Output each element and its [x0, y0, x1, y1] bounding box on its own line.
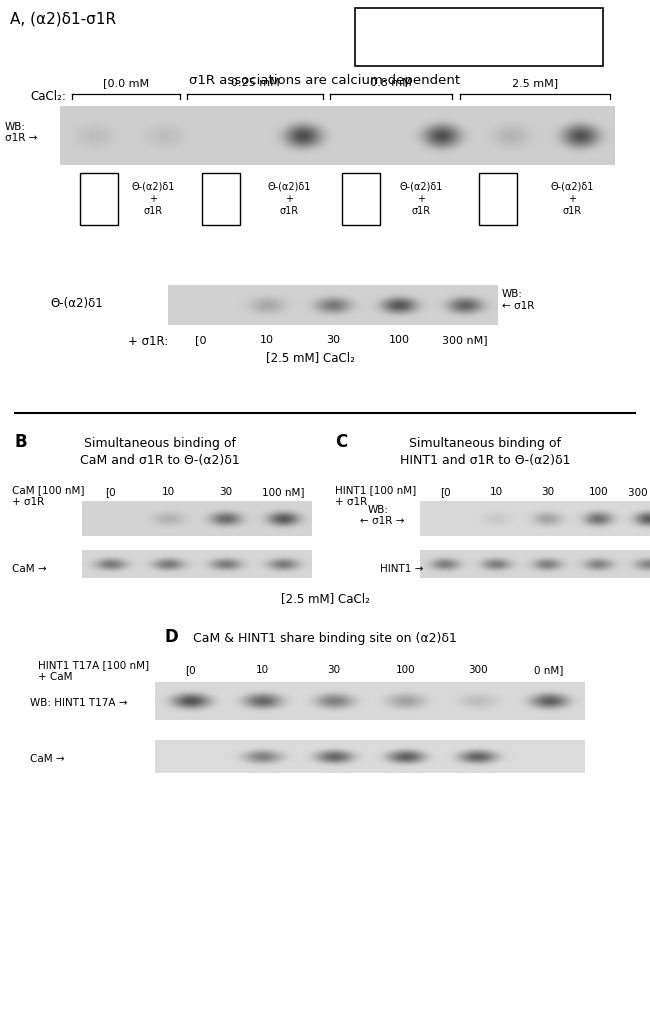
Text: CaM →: CaM →	[12, 564, 47, 574]
Text: ← σ1R →: ← σ1R →	[360, 516, 404, 526]
Text: 0 nM]: 0 nM]	[534, 665, 564, 675]
Bar	[155, 682, 585, 720]
Bar	[341, 173, 380, 225]
Text: σ1R →: σ1R →	[5, 133, 38, 143]
Text: HINT1 [100 nM]: HINT1 [100 nM]	[335, 485, 416, 495]
Text: 30: 30	[219, 487, 232, 497]
Text: B: B	[15, 433, 27, 451]
Text: O
+
σ1R: O + σ1R	[90, 182, 109, 217]
Text: 30: 30	[326, 335, 340, 345]
Text: Θ-(α2)δ1
+
σ1R: Θ-(α2)δ1 + σ1R	[267, 182, 311, 217]
Text: 2.5 mM]: 2.5 mM]	[512, 78, 558, 88]
Text: 0.8 mM: 0.8 mM	[370, 78, 412, 88]
Text: O
+
σ1R: O + σ1R	[351, 182, 370, 217]
Text: CaM →: CaM →	[30, 754, 64, 764]
Text: WB:: WB:	[5, 122, 26, 132]
Text: CaM [100 nM]: CaM [100 nM]	[12, 485, 84, 495]
Text: [0: [0	[185, 665, 196, 675]
Text: WB:: WB:	[368, 505, 389, 515]
Text: Θ-(α2)δ1: Θ-(α2)δ1	[50, 297, 103, 310]
Text: D: D	[165, 628, 179, 646]
Text: + σ1R: + σ1R	[335, 497, 367, 507]
Text: [2.5 mM] CaCl₂: [2.5 mM] CaCl₂	[281, 592, 369, 605]
Bar	[420, 501, 650, 536]
Bar	[82, 550, 312, 578]
Bar	[355, 8, 603, 66]
Text: 100 nM]: 100 nM]	[262, 487, 304, 497]
Text: 100: 100	[389, 335, 410, 345]
Text: CaM & HINT1 share binding site on (α2)δ1: CaM & HINT1 share binding site on (α2)δ1	[193, 632, 457, 644]
Text: C: C	[335, 433, 347, 451]
Text: 10: 10	[256, 665, 269, 675]
Text: 100: 100	[396, 665, 415, 675]
Text: [2.5 mM] CaCl₂: [2.5 mM] CaCl₂	[266, 351, 354, 364]
Text: 30: 30	[541, 487, 554, 497]
Text: HINT1 →: HINT1 →	[380, 564, 423, 574]
Text: O
+
σ1R: O + σ1R	[211, 182, 231, 217]
Text: Simultaneous binding of
HINT1 and σ1R to Θ-(α2)δ1: Simultaneous binding of HINT1 and σ1R to…	[400, 437, 570, 468]
Text: A, (α2)δ1-σ1R: A, (α2)δ1-σ1R	[10, 12, 116, 27]
Text: Θ-(α2)δ1
+
σ1R: Θ-(α2)δ1 + σ1R	[131, 182, 175, 217]
Bar	[168, 285, 498, 325]
Text: 10: 10	[490, 487, 503, 497]
Text: CaCl₂:: CaCl₂:	[30, 90, 66, 103]
Bar	[202, 173, 240, 225]
Text: 300: 300	[468, 665, 488, 675]
Text: [0: [0	[440, 487, 451, 497]
Text: 300 nM]: 300 nM]	[629, 487, 650, 497]
Text: + CaM: + CaM	[38, 672, 73, 682]
Text: [0: [0	[105, 487, 116, 497]
Bar	[60, 106, 615, 165]
Text: HINT1 T17A [100 nM]: HINT1 T17A [100 nM]	[38, 660, 149, 670]
Text: + σ1R: + σ1R	[12, 497, 44, 507]
Text: Θ-(α2)δ1
+
σ1R: Θ-(α2)δ1 + σ1R	[400, 182, 443, 217]
Text: WB: HINT1 T17A →: WB: HINT1 T17A →	[30, 698, 127, 708]
Text: Θ-(α2)δ1
+
σ1R: Θ-(α2)δ1 + σ1R	[551, 182, 594, 217]
Text: [0.0 mM: [0.0 mM	[103, 78, 149, 88]
Bar	[155, 740, 585, 773]
Bar	[82, 501, 312, 536]
Text: σ1R associations are calcium-dependent: σ1R associations are calcium-dependent	[189, 74, 461, 87]
Bar	[80, 173, 118, 225]
Bar	[420, 550, 650, 578]
Text: O
+
σ1R: O + σ1R	[488, 182, 507, 217]
Text: + σ1R:: + σ1R:	[128, 335, 168, 348]
Text: 10: 10	[162, 487, 175, 497]
Text: ← σ1R: ← σ1R	[502, 301, 534, 311]
Text: O: Sepharose 4B®: O: Sepharose 4B®	[363, 18, 473, 31]
Text: 0.25 mM: 0.25 mM	[231, 78, 280, 88]
Text: 300 nM]: 300 nM]	[442, 335, 488, 345]
Text: 30: 30	[328, 665, 341, 675]
Bar	[478, 173, 517, 225]
Text: 10: 10	[260, 335, 274, 345]
Text: WB:: WB:	[502, 290, 523, 299]
Text: Simultaneous binding of
CaM and σ1R to Θ-(α2)δ1: Simultaneous binding of CaM and σ1R to Θ…	[80, 437, 240, 468]
Text: [0: [0	[195, 335, 207, 345]
Text: 100: 100	[589, 487, 608, 497]
Text: Θ: Sepharose NHS®: Θ: Sepharose NHS®	[363, 38, 482, 51]
